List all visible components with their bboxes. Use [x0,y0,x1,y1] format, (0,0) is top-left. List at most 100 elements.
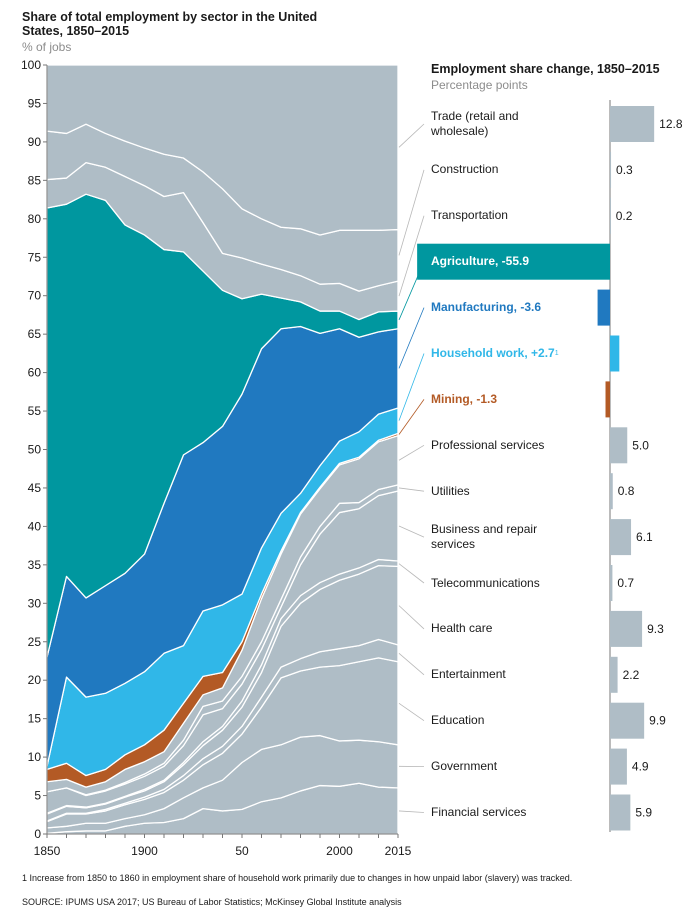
bar-value-label: 12.8 [659,117,683,131]
y-tick-label: 35 [28,558,42,572]
bar-category-label: Manufacturing, -3.6 [431,288,601,328]
leader-line-transportation [398,215,425,297]
bar-value-label: 5.0 [632,438,649,452]
y-tick-label: 80 [28,212,42,226]
bar-utilities [610,473,613,510]
bar-category-label: Telecommunications [431,563,559,603]
bar-category-text: Government [431,759,498,774]
bar-value-label: 0.2 [616,209,633,223]
y-tick-label: 90 [28,135,42,149]
leader-line-education [398,702,425,722]
left-chart-subtitle: % of jobs [22,40,72,54]
bar-trade-retail-and-wholesale- [610,106,655,142]
bar-construction [610,151,612,188]
right-chart-title: Employment share change, 1850–2015 [431,62,660,76]
leader-line-health-care [398,605,425,630]
bar-telecommunications [610,565,613,601]
stacked-area-group [46,64,399,835]
bar-value-label: 0.7 [617,576,634,590]
y-tick-label: 30 [28,596,42,610]
bar-value-label: 9.9 [649,714,666,728]
bar-category-label: Education [431,701,559,741]
x-tick-label: 2000 [326,844,353,858]
bar-health-care [610,610,643,647]
y-tick-label: 45 [28,481,42,495]
leader-line-utilities [398,487,425,492]
bar-professional-services [610,427,628,464]
bar-manufacturing [597,289,610,326]
bar-category-label: Construction [431,150,559,190]
bar-education [610,702,645,739]
bar-category-label: Government [431,747,559,787]
bar-category-label: Transportation [431,196,559,236]
bar-category-label: Trade (retail and wholesale) [431,104,559,144]
bar-category-text: Business and repair services [431,522,538,552]
leader-line-entertainment [398,652,425,676]
leader-line-professional-services [398,444,425,461]
bar-value-label: 6.1 [636,530,653,544]
bar-category-text: Mining, -1.3 [431,391,497,406]
y-tick-label: 10 [28,750,42,764]
bar-category-text: Entertainment [431,667,506,682]
x-tick-label: 1850 [34,844,61,858]
leader-line-household-work [398,353,425,421]
y-tick-label: 50 [28,443,42,457]
leader-line-financial-services [398,810,425,813]
bar-transportation [610,197,611,234]
bar-category-label: Professional services [431,425,559,465]
bar-value-label: 5.9 [635,806,652,820]
left-chart-title: Share of total employment by sector in t… [22,10,318,38]
bar-category-label: Agriculture, -55.9 [431,242,601,282]
y-tick-label: 75 [28,250,42,264]
bar-business-and-repair-services [610,519,632,556]
bar-category-text: Household work, +2.7 [431,346,555,360]
bar-category-text: Education [431,713,485,728]
leader-line-telecommunications [398,563,425,584]
bar-category-label: Entertainment [431,655,559,695]
leader-line-manufacturing [398,307,425,369]
bar-category-text: Transportation [431,208,508,223]
y-tick-label: 95 [28,96,42,110]
leader-line-business-and-repair-services [398,525,425,538]
bar-value-label: 9.3 [647,622,664,636]
bar-value-label: 0.3 [616,163,633,177]
y-tick-label: 70 [28,289,42,303]
bar-category-text: Health care [431,621,493,636]
y-tick-label: 100 [21,58,41,72]
x-tick-label: 50 [235,844,249,858]
leader-line-mining [398,399,425,435]
bar-category-label: Utilities [431,471,559,511]
source-note: SOURCE: IPUMS USA 2017; US Bureau of Lab… [22,897,402,907]
y-tick-label: 55 [28,404,42,418]
bar-government [610,748,627,785]
x-tick-label: 1900 [131,844,158,858]
bar-entertainment [610,656,618,693]
bar-category-text: Financial services [431,805,527,819]
bar-category-text: Telecommunications [431,575,540,590]
bar-category-text: Utilities [431,483,470,498]
bar-household-work [610,335,620,372]
y-tick-label: 25 [28,635,42,649]
bar-category-label: Health care [431,609,559,649]
y-tick-label: 65 [28,327,42,341]
leader-line-construction [398,169,425,256]
x-tick-label: 2015 [385,844,412,858]
bar-mining [605,381,610,418]
y-tick-label: 85 [28,173,42,187]
y-tick-label: 60 [28,366,42,380]
y-tick-label: 40 [28,519,42,533]
bar-value-label: 2.2 [623,668,640,682]
leader-line-trade-retail-and-wholesale- [398,123,425,148]
bar-category-label: Financial services [431,793,559,833]
bar-category-text: Manufacturing, -3.6 [431,300,542,315]
bar-category-label: Mining, -1.3 [431,379,601,419]
y-tick-label: 5 [34,789,41,803]
y-tick-label: 0 [34,827,41,841]
y-tick-label: 15 [28,712,42,726]
bar-category-label: Household work, +2.7 1 [431,334,601,374]
bar-category-text: Trade (retail and wholesale) [431,109,519,138]
footnote-marker: 1 [554,349,559,357]
bar-value-label: 0.8 [618,484,635,498]
